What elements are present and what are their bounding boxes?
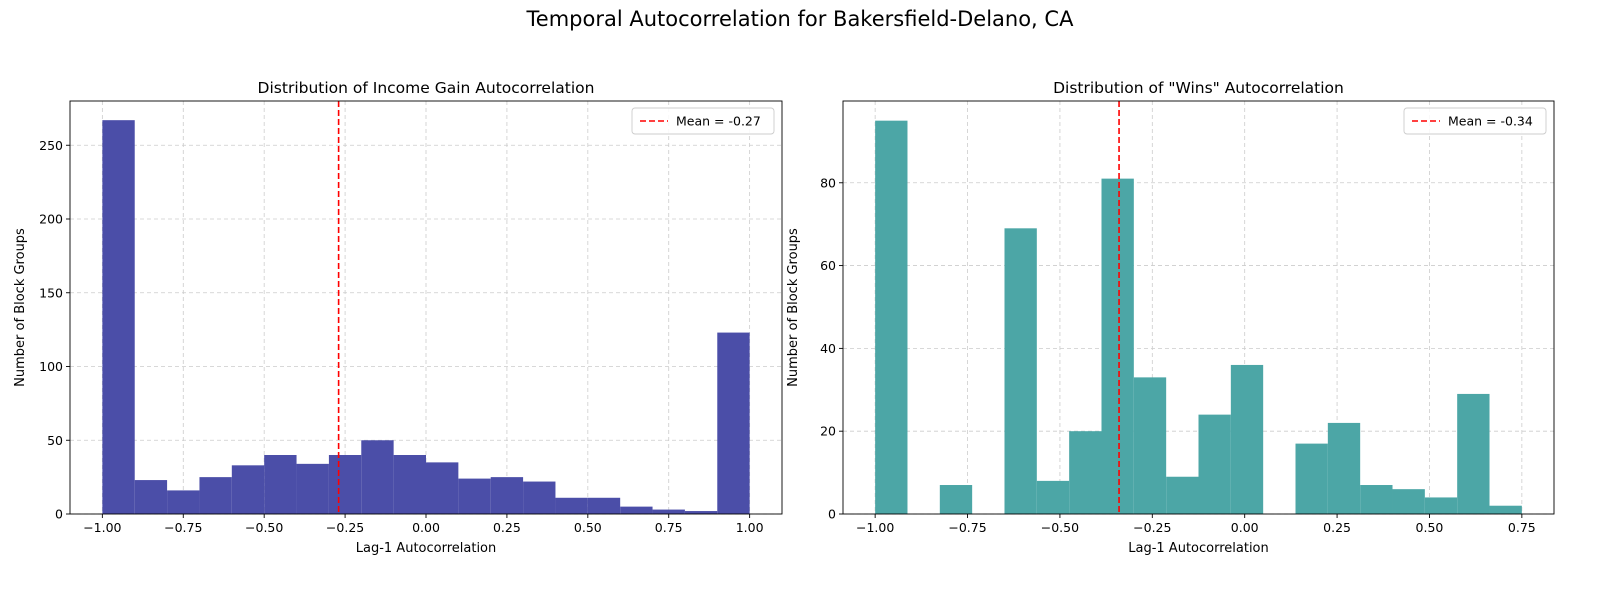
histogram-bar — [361, 440, 394, 514]
histogram-bar — [426, 462, 459, 514]
x-tick-label: 0.75 — [655, 520, 683, 535]
histogram-bar — [1133, 377, 1167, 514]
panel-title: Distribution of "Wins" Autocorrelation — [1053, 79, 1344, 97]
y-tick-label: 200 — [39, 212, 63, 227]
histogram-bar — [199, 477, 232, 514]
histogram-bar — [490, 477, 524, 514]
x-tick-label: −1.00 — [83, 520, 121, 535]
x-tick-label: −0.50 — [245, 520, 283, 535]
histogram-bar — [102, 120, 135, 515]
y-tick-label: 150 — [39, 285, 63, 300]
histogram-bar — [1360, 485, 1393, 514]
histogram-bar — [296, 463, 329, 514]
histogram-bar — [1230, 364, 1264, 514]
histogram-bar — [555, 497, 588, 514]
histogram-bar — [1166, 476, 1199, 514]
histogram-bar — [393, 455, 426, 514]
x-tick-label: −0.75 — [948, 520, 986, 535]
y-tick-label: 20 — [820, 424, 836, 439]
histogram-bar — [652, 509, 685, 514]
histogram-bar — [1424, 497, 1458, 514]
x-tick-label: 0.25 — [493, 520, 521, 535]
histogram-bar — [1036, 480, 1070, 514]
x-tick-label: 1.00 — [736, 520, 764, 535]
histogram-bar — [1489, 505, 1522, 514]
plot-frame — [842, 100, 1555, 515]
y-axis-label: Number of Block Groups — [13, 228, 28, 387]
histogram-bar — [523, 481, 556, 514]
y-tick-label: 80 — [820, 175, 836, 190]
histogram-bar — [939, 485, 973, 514]
histogram-bar — [1069, 431, 1102, 514]
x-tick-label: 0.50 — [574, 520, 602, 535]
y-tick-label: 0 — [55, 507, 63, 522]
x-tick-label: 0.25 — [1323, 520, 1351, 535]
x-tick-label: −0.25 — [1133, 520, 1171, 535]
histogram-bar — [1392, 489, 1425, 514]
histogram-bar — [1295, 443, 1328, 514]
wins-histogram-panel: −1.00 −0.75 −0.50 −0.25 0.00 0.25 0.50 0.75 0 20 4… — [786, 79, 1555, 556]
histogram-bar — [684, 511, 718, 514]
x-tick-label: −1.00 — [856, 520, 894, 535]
legend-box — [1403, 107, 1547, 135]
y-tick-label: 250 — [39, 138, 63, 153]
income-gain-histogram-panel: −1.00 −0.75 −0.50 −0.25 0.00 0.25 0.50 0.75 1.00… — [13, 79, 783, 556]
histogram-bar — [1457, 393, 1490, 514]
x-tick-label: 0.75 — [1508, 520, 1536, 535]
histogram-bar — [875, 120, 908, 515]
x-axis-label: Lag-1 Autocorrelation — [356, 541, 497, 556]
y-tick-label: 40 — [820, 341, 836, 356]
legend-mean-label: Mean = -0.34 — [1448, 114, 1533, 129]
y-tick-label: 100 — [39, 359, 63, 374]
x-tick-label: −0.75 — [164, 520, 202, 535]
histogram-bar — [264, 455, 297, 514]
x-tick-label: −0.25 — [326, 520, 364, 535]
y-tick-label: 50 — [47, 433, 63, 448]
x-tick-label: 0.00 — [1231, 520, 1259, 535]
histogram-bar — [1004, 228, 1037, 514]
histogram-bar — [328, 455, 362, 514]
histogram-bar — [1198, 414, 1231, 514]
histogram-bar — [620, 506, 653, 514]
y-tick-label: 0 — [828, 507, 836, 522]
histogram-bar — [231, 465, 265, 514]
histogram-bar — [167, 490, 200, 514]
panel-title: Distribution of Income Gain Autocorrelat… — [258, 79, 595, 97]
y-tick-label: 60 — [820, 258, 836, 273]
x-tick-label: 0.50 — [1416, 520, 1444, 535]
histogram-bar — [717, 332, 750, 514]
histogram-bar — [1327, 422, 1361, 514]
figure-title: Temporal Autocorrelation for Bakersfield… — [526, 7, 1074, 31]
x-tick-label: −0.50 — [1041, 520, 1079, 535]
legend-box — [631, 107, 775, 135]
histogram-bar — [587, 497, 621, 514]
legend-mean-label: Mean = -0.27 — [676, 114, 761, 129]
x-tick-label: 0.00 — [412, 520, 440, 535]
histogram-bar — [458, 478, 491, 514]
histogram-bar — [134, 480, 168, 514]
histogram-bar — [1101, 178, 1134, 514]
x-axis-label: Lag-1 Autocorrelation — [1128, 541, 1269, 556]
y-axis-label: Number of Block Groups — [786, 228, 801, 387]
